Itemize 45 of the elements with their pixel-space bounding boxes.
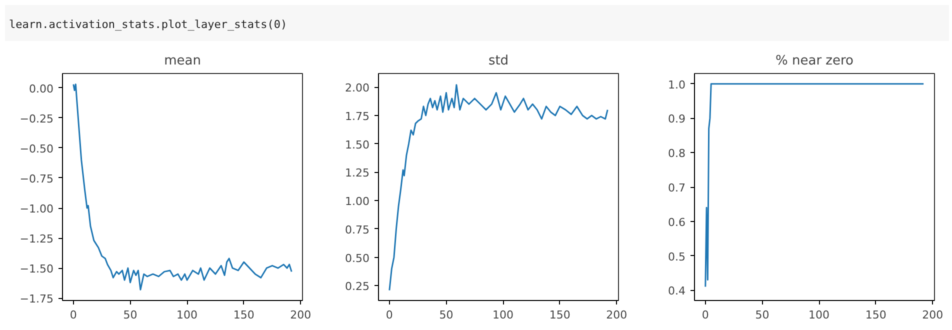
- y-tick-label: 0.00: [29, 82, 54, 96]
- y-tick-label: 0.50: [345, 252, 370, 265]
- y-tick-label: 1.0: [668, 78, 686, 92]
- y-tick-label: 0.6: [668, 216, 686, 229]
- x-tick-label: 0: [386, 308, 393, 322]
- y-tick-label: 0.9: [668, 112, 686, 126]
- x-tick-label: 150: [865, 308, 886, 322]
- x-tick-label: 0: [70, 308, 77, 322]
- x-tick-label: 50: [439, 308, 454, 322]
- y-tick-label: 1.00: [345, 195, 370, 208]
- y-tick-label: 0.8: [668, 147, 686, 160]
- y-tick-label: 0.75: [345, 223, 370, 236]
- chart-title: mean: [164, 54, 201, 68]
- line-series: [72, 84, 292, 290]
- x-tick-label: 50: [123, 308, 138, 322]
- x-tick-label: 200: [290, 308, 312, 322]
- y-tick-label: −0.50: [20, 142, 54, 156]
- y-tick-label: 1.75: [345, 110, 370, 123]
- y-tick-label: 0.4: [668, 284, 686, 298]
- y-tick-label: −1.25: [20, 232, 54, 246]
- x-tick-label: 200: [606, 308, 628, 322]
- line-series: [704, 83, 924, 288]
- y-tick-label: −0.25: [20, 112, 54, 126]
- x-tick-label: 0: [702, 308, 709, 322]
- x-tick-label: 150: [233, 308, 254, 322]
- y-tick-label: 1.50: [345, 138, 370, 152]
- x-tick-label: 50: [755, 308, 770, 322]
- x-tick-label: 100: [176, 308, 198, 322]
- y-tick-label: −1.50: [20, 262, 54, 276]
- x-tick-label: 100: [492, 308, 514, 322]
- y-tick-label: 0.25: [345, 280, 370, 294]
- x-tick-label: 100: [808, 308, 830, 322]
- y-tick-label: 0.5: [668, 250, 686, 264]
- y-tick-label: 0.7: [668, 182, 686, 194]
- y-tick-label: 1.25: [345, 166, 370, 180]
- x-tick-label: 200: [922, 308, 944, 322]
- x-tick-label: 150: [549, 308, 570, 322]
- text: learn.activation_stats.plot_layer_stats(0): [9, 17, 288, 33]
- y-tick-label: 2.00: [345, 82, 370, 95]
- y-tick-label: −0.75: [20, 172, 54, 186]
- line-series: [388, 84, 608, 292]
- y-tick-label: −1.00: [20, 202, 54, 216]
- y-tick-label: −1.75: [20, 292, 54, 306]
- chart-title: % near zero: [776, 54, 854, 68]
- chart-title: std: [488, 54, 509, 68]
